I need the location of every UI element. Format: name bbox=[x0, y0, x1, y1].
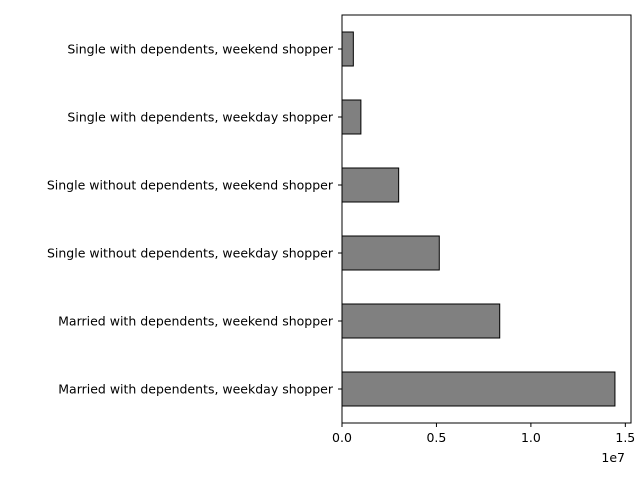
y-tick-label-3: Single without dependents, weekday shopp… bbox=[47, 246, 334, 261]
bar-4 bbox=[341, 303, 501, 339]
plot-frame bbox=[341, 14, 632, 424]
bar-1 bbox=[341, 99, 362, 135]
y-axis: Single with dependents, weekend shopper S… bbox=[47, 42, 342, 397]
bar-0 bbox=[341, 31, 354, 67]
y-tick-label-5: Married with dependents, weekday shopper bbox=[58, 382, 334, 397]
y-tick-label-4: Married with dependents, weekend shopper bbox=[58, 314, 334, 329]
y-tick-label-0: Single with dependents, weekend shopper bbox=[67, 42, 334, 57]
bar-5 bbox=[341, 371, 616, 407]
y-tick-label-1: Single with dependents, weekday shopper bbox=[67, 110, 333, 125]
bar-3 bbox=[341, 235, 440, 271]
bars-group bbox=[341, 31, 616, 407]
bar-2 bbox=[341, 167, 400, 203]
x-tick-label-1: 0.5 bbox=[426, 430, 446, 445]
x-tick-label-3: 1.5 bbox=[615, 430, 635, 445]
x-axis: 0.0 0.5 1.0 1.5 bbox=[332, 423, 635, 445]
x-axis-offset-label: 1e7 bbox=[601, 450, 625, 465]
x-tick-label-0: 0.0 bbox=[332, 430, 352, 445]
y-tick-label-2: Single without dependents, weekend shopp… bbox=[47, 178, 334, 193]
x-tick-label-2: 1.0 bbox=[521, 430, 541, 445]
